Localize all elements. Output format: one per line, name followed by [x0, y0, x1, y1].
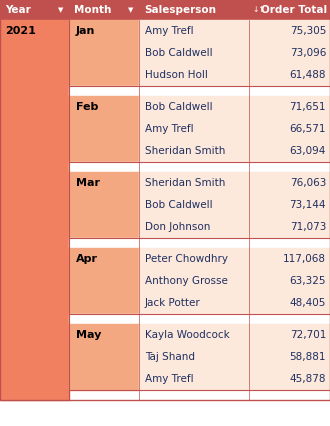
- Text: 73,144: 73,144: [289, 200, 326, 210]
- Text: Hudson Holl: Hudson Holl: [145, 70, 208, 80]
- Text: Taj Shand: Taj Shand: [145, 352, 195, 362]
- Text: Don Johnson: Don Johnson: [145, 222, 211, 232]
- Text: Month: Month: [74, 5, 112, 15]
- Text: 72,701: 72,701: [290, 330, 326, 340]
- Bar: [69, 86, 330, 96]
- Text: 63,325: 63,325: [289, 276, 326, 286]
- Text: May: May: [76, 330, 101, 340]
- Text: 76,063: 76,063: [290, 178, 326, 188]
- Text: ▼: ▼: [58, 7, 64, 13]
- Bar: [139, 248, 330, 314]
- Text: ▼: ▼: [128, 7, 134, 13]
- Text: Amy Trefl: Amy Trefl: [145, 26, 194, 36]
- Text: Feb: Feb: [76, 102, 98, 112]
- Text: Sheridan Smith: Sheridan Smith: [145, 146, 225, 156]
- Text: Amy Trefl: Amy Trefl: [145, 124, 194, 134]
- Bar: [69, 162, 330, 172]
- Bar: [69, 314, 330, 324]
- Bar: [69, 20, 139, 86]
- Bar: [69, 172, 139, 238]
- Text: Salesperson: Salesperson: [144, 5, 216, 15]
- Bar: [69, 238, 330, 248]
- Text: 66,571: 66,571: [289, 124, 326, 134]
- Bar: [139, 20, 330, 86]
- Text: Peter Chowdhry: Peter Chowdhry: [145, 254, 228, 264]
- Bar: [139, 96, 330, 162]
- Text: 117,068: 117,068: [283, 254, 326, 264]
- Text: Amy Trefl: Amy Trefl: [145, 374, 194, 384]
- Text: Year: Year: [5, 5, 31, 15]
- Text: Order Total: Order Total: [261, 5, 327, 15]
- Text: 75,305: 75,305: [290, 26, 326, 36]
- Text: 2021: 2021: [5, 26, 36, 36]
- Text: 58,881: 58,881: [289, 352, 326, 362]
- Bar: [69, 324, 139, 390]
- Bar: [139, 172, 330, 238]
- Text: 63,094: 63,094: [290, 146, 326, 156]
- Text: Sheridan Smith: Sheridan Smith: [145, 178, 225, 188]
- Bar: [139, 324, 330, 390]
- Text: Apr: Apr: [76, 254, 98, 264]
- Bar: [69, 96, 139, 162]
- Text: 73,096: 73,096: [290, 48, 326, 58]
- Bar: [69, 248, 139, 314]
- Text: Kayla Woodcock: Kayla Woodcock: [145, 330, 230, 340]
- Text: Jack Potter: Jack Potter: [145, 298, 201, 308]
- Text: Mar: Mar: [76, 178, 100, 188]
- Text: Anthony Grosse: Anthony Grosse: [145, 276, 228, 286]
- Text: Bob Caldwell: Bob Caldwell: [145, 200, 213, 210]
- Bar: [0, 0, 330, 20]
- Text: 71,651: 71,651: [289, 102, 326, 112]
- Text: Bob Caldwell: Bob Caldwell: [145, 102, 213, 112]
- Text: Jan: Jan: [76, 26, 95, 36]
- Text: 61,488: 61,488: [289, 70, 326, 80]
- Text: 45,878: 45,878: [289, 374, 326, 384]
- Text: 48,405: 48,405: [290, 298, 326, 308]
- Text: ↓↑: ↓↑: [252, 6, 265, 14]
- Text: Bob Caldwell: Bob Caldwell: [145, 48, 213, 58]
- Text: 71,073: 71,073: [290, 222, 326, 232]
- Bar: [0, 20, 69, 400]
